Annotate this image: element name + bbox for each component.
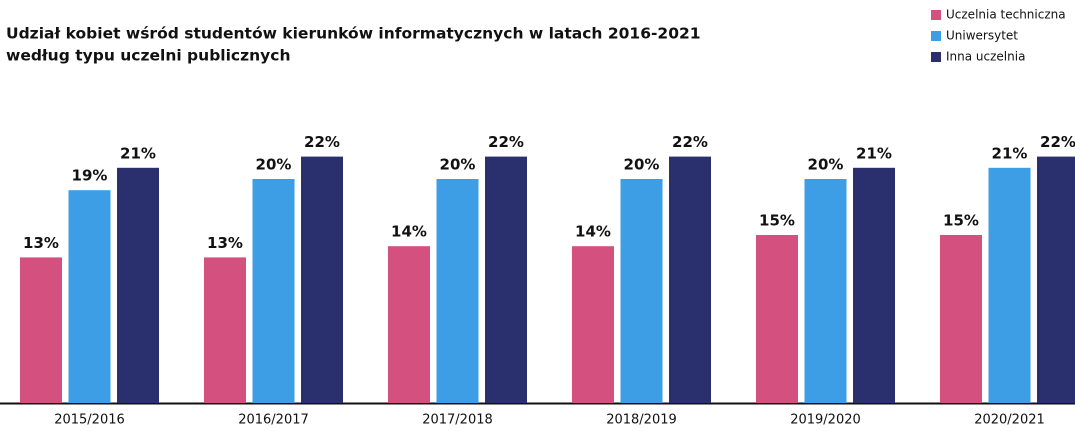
data-label: 19% [72,167,108,185]
data-label: 14% [391,223,427,241]
bar [988,167,1031,403]
bar [301,156,343,403]
legend-swatch [931,52,941,62]
bar [804,179,847,403]
bar [20,257,62,403]
legend-swatch [931,31,941,41]
legend-swatch [931,10,941,20]
data-label: 13% [23,234,59,252]
data-label: 22% [304,133,340,151]
x-tick-label: 2016/2017 [238,413,309,428]
bar [853,167,895,403]
data-label: 15% [943,212,979,230]
x-tick-label: 2018/2019 [606,413,677,428]
bar [436,179,479,403]
data-label: 15% [759,212,795,230]
x-tick-label: 2019/2020 [790,413,861,428]
data-label: 22% [1040,133,1075,151]
bar [756,235,798,403]
bar [940,235,982,403]
bar [1037,156,1075,403]
data-label: 21% [120,144,156,162]
bar [485,156,527,403]
chart-title: Udział kobiet wśród studentów kierunków … [6,25,701,43]
data-label: 20% [256,156,292,174]
data-label: 21% [992,144,1028,162]
data-label: 13% [207,234,243,252]
x-tick-label: 2015/2016 [54,413,125,428]
bar [669,156,711,403]
data-label: 14% [575,223,611,241]
bar [204,257,246,403]
bar [388,246,430,403]
bar [252,179,295,403]
data-label: 20% [440,156,476,174]
bar [620,179,663,403]
data-label: 22% [488,133,524,151]
data-label: 21% [856,144,892,162]
data-label: 22% [672,133,708,151]
data-label: 20% [808,156,844,174]
legend-label: Inna uczelnia [946,50,1025,64]
data-label: 20% [624,156,660,174]
bar [572,246,614,403]
x-tick-label: 2017/2018 [422,413,493,428]
bar [117,167,159,403]
chart-title: według typu uczelni publicznych [6,47,290,65]
x-tick-label: 2020/2021 [974,413,1045,428]
legend-label: Uniwersytet [946,29,1018,43]
legend-label: Uczelnia techniczna [946,8,1066,22]
bar [68,190,111,403]
